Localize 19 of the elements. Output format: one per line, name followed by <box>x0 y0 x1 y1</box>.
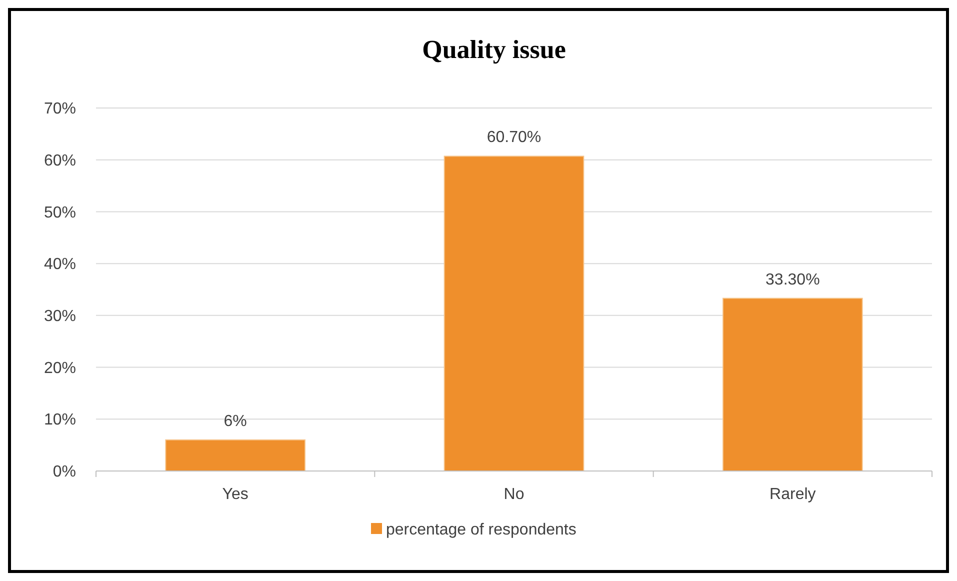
y-tick-label: 20% <box>44 360 76 377</box>
x-tick-label: Rarely <box>770 486 816 503</box>
x-tick-label: No <box>504 486 524 503</box>
y-tick-label: 50% <box>44 204 76 222</box>
y-tick-label: 60% <box>44 152 76 170</box>
x-tick-label: Yes <box>222 486 248 503</box>
y-tick-label: 10% <box>44 412 76 429</box>
data-label: 6% <box>224 412 247 430</box>
bar <box>444 156 584 472</box>
chart-title: Quality issue <box>422 35 566 64</box>
y-tick-label: 40% <box>44 256 76 274</box>
bar <box>722 298 863 472</box>
data-label: 60.70% <box>486 129 542 146</box>
y-tick-label: 0% <box>52 464 76 481</box>
y-tick-label: 70% <box>44 100 76 118</box>
y-tick-label: 30% <box>44 308 76 326</box>
bar <box>165 439 306 472</box>
legend-label: percentage of respondents <box>386 522 576 539</box>
data-label: 33.30% <box>766 271 820 288</box>
